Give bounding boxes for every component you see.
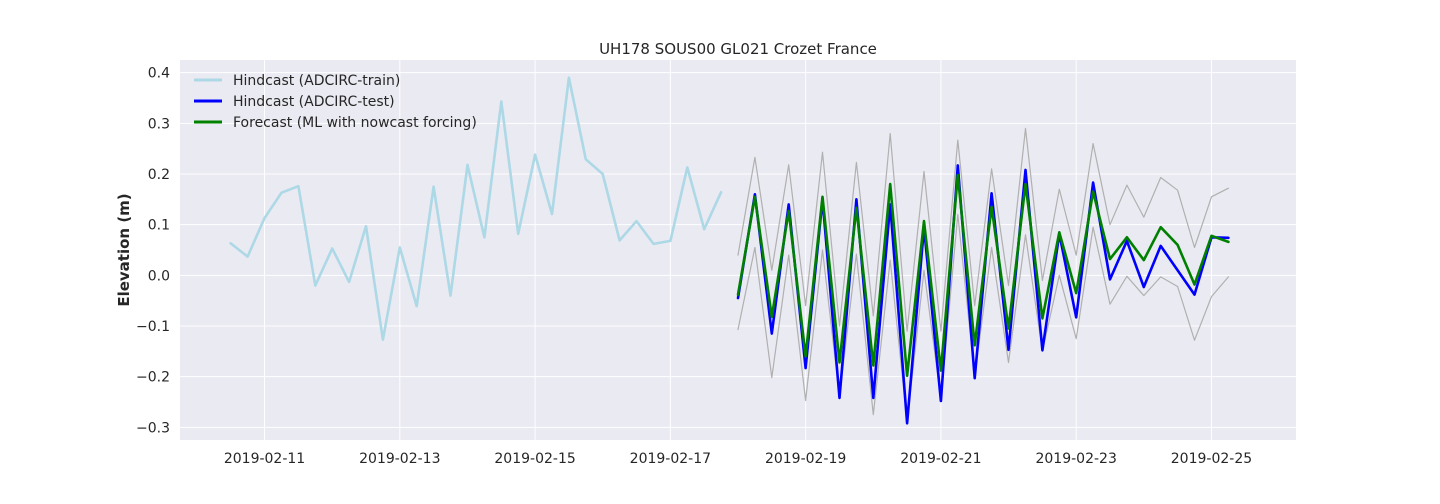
legend-label: Hindcast (ADCIRC-test)	[233, 94, 395, 110]
x-tick-label: 2019-02-21	[900, 451, 981, 467]
y-tick-label: −0.3	[136, 420, 170, 436]
y-axis-label: Elevation (m)	[115, 193, 133, 306]
x-tick-label: 2019-02-11	[224, 451, 305, 467]
x-axis-ticks: 2019-02-11 2019-02-13 2019-02-15 2019-02-17…	[224, 451, 1252, 467]
y-tick-label: −0.2	[136, 370, 170, 386]
y-tick-label: 0.4	[148, 66, 170, 82]
y-tick-label: 0.2	[148, 167, 170, 183]
y-tick-label: 0.1	[148, 218, 170, 234]
uncertainty-band-line	[737, 127, 1230, 332]
x-tick-label: 2019-02-15	[494, 451, 575, 467]
y-tick-label: −0.1	[136, 319, 170, 335]
series-layer	[229, 76, 1230, 425]
uncertainty-band-line	[737, 213, 1230, 423]
series-line	[736, 173, 1230, 378]
grid	[180, 60, 1296, 440]
x-tick-label: 2019-02-13	[359, 451, 440, 467]
legend-label: Forecast (ML with nowcast forcing)	[233, 115, 477, 131]
x-tick-label: 2019-02-25	[1171, 451, 1252, 467]
y-tick-label: 0.0	[148, 268, 170, 284]
y-tick-label: 0.3	[148, 116, 170, 132]
series-line	[229, 76, 723, 342]
legend-label: Hindcast (ADCIRC-train)	[233, 73, 400, 89]
x-tick-label: 2019-02-17	[630, 451, 711, 467]
x-tick-label: 2019-02-23	[1035, 451, 1116, 467]
chart-title: UH178 SOUS00 GL021 Crozet France	[599, 40, 877, 58]
legend: Hindcast (ADCIRC-train) Hindcast (ADCIRC-…	[194, 73, 477, 131]
y-axis-ticks: −0.3 −0.2 −0.1 0.0 0.1 0.2 0.3 0.4	[136, 66, 170, 437]
x-tick-label: 2019-02-19	[765, 451, 846, 467]
